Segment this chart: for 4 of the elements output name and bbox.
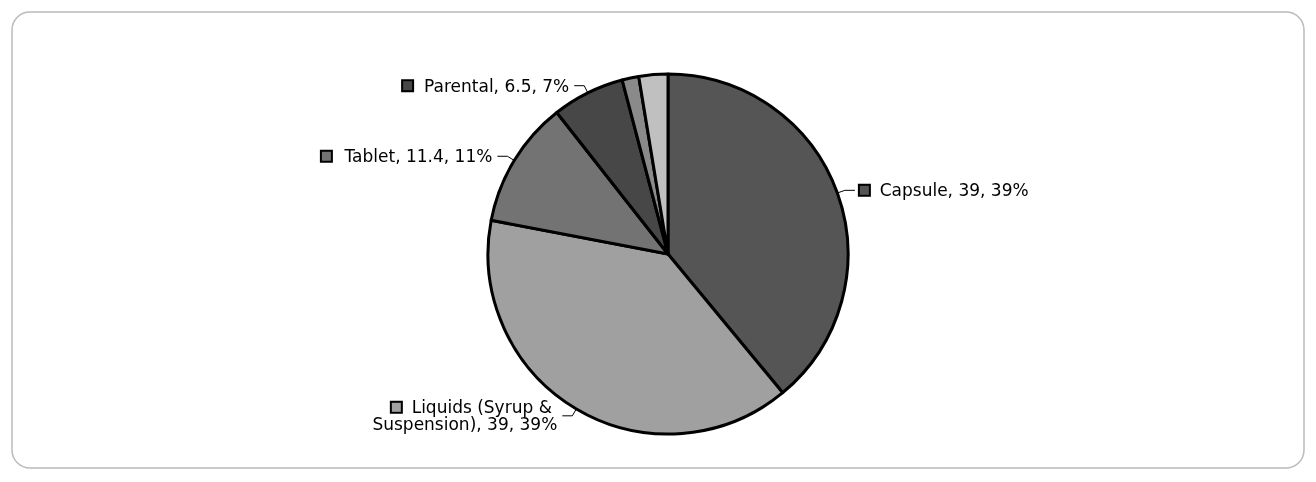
legend-label: Capsule, 39, 39%	[868, 180, 1029, 201]
legend-label: Liquids (Syrup & Suspension), 39, 39%	[372, 397, 558, 435]
legend-label: Tablet, 11.4, 11%	[333, 146, 493, 167]
legend-label: Parental, 6.5, 7%	[413, 75, 570, 96]
